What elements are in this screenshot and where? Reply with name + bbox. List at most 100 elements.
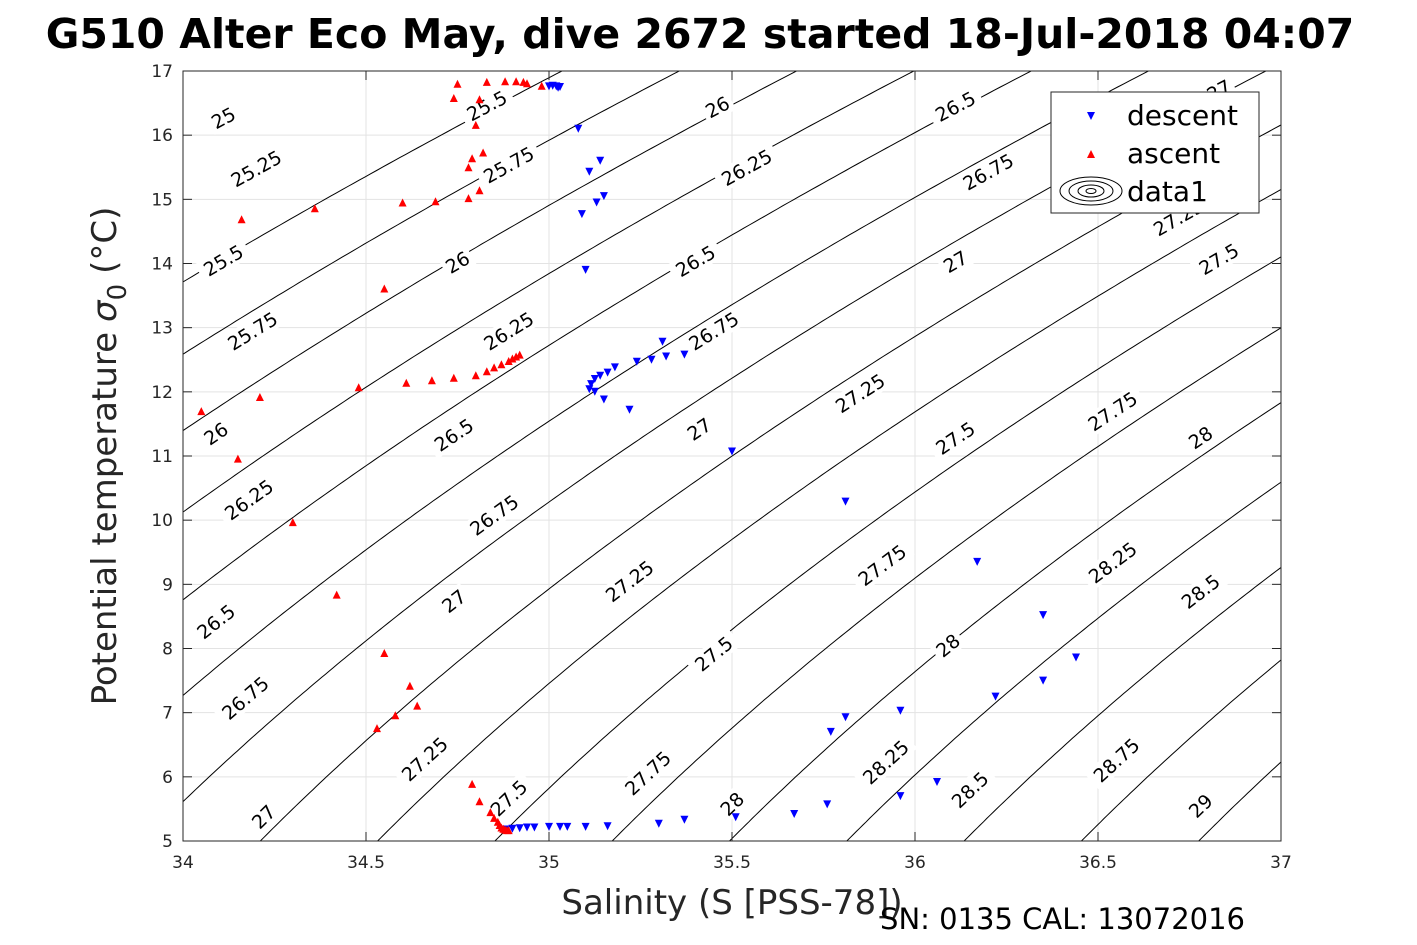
descent-point — [896, 706, 905, 715]
descent-point — [596, 156, 605, 165]
descent-point — [599, 395, 608, 404]
descent-point — [1039, 676, 1048, 685]
density-contours — [183, 42, 1417, 873]
legend-contour-label: data1 — [1127, 175, 1208, 208]
isopycnal-line — [183, 71, 563, 283]
legend-descent-marker — [1087, 112, 1095, 120]
x-tick-label: 37 — [1270, 853, 1292, 873]
y-axis-ticks: 5 6 7 8 9 10 11 12 13 14 15 16 17 — [151, 62, 1281, 852]
descent-point — [728, 447, 736, 456]
descent-point — [841, 713, 850, 722]
descent-point — [585, 385, 594, 394]
descent-point — [603, 368, 612, 377]
isopycnal-line — [183, 71, 1150, 697]
legend-contour-icon — [1059, 176, 1123, 206]
x-tick-label: 36 — [904, 853, 926, 873]
ascent-point — [373, 724, 381, 733]
descent-point — [973, 557, 982, 566]
descent-point — [680, 350, 689, 359]
descent-point — [610, 363, 619, 372]
contour-label-bg — [849, 536, 915, 594]
isopycnal-line — [611, 327, 1281, 841]
ascent-point — [471, 371, 480, 380]
contour-label-bg — [218, 304, 287, 358]
x-axis-ticks: 34 34.5 35 35.5 36 36.5 37 — [172, 71, 1292, 873]
isopycnal-line — [183, 71, 681, 355]
data-points — [197, 77, 1080, 835]
descent-point — [556, 83, 564, 91]
descent-point — [647, 355, 656, 364]
contour-label-bg — [954, 146, 1023, 198]
ascent-point — [475, 186, 484, 195]
contour-label-bg — [474, 139, 543, 191]
contour-label-bg — [926, 83, 985, 129]
descent-point — [590, 387, 599, 396]
isopycnal-line — [376, 188, 1281, 841]
ascent-point — [405, 681, 414, 690]
legend-ascent-marker — [1087, 150, 1095, 158]
y-tick-label: 16 — [151, 126, 173, 146]
descent-point — [731, 813, 740, 822]
descent-point — [574, 124, 583, 133]
descent-point — [654, 819, 663, 828]
descent-point — [596, 371, 605, 380]
x-tick-label: 34 — [172, 853, 194, 873]
isopycnal-line — [1080, 659, 1281, 841]
descent-point — [587, 380, 596, 389]
contour-label-bg — [928, 626, 967, 664]
legend-ascent-label: ascent — [1127, 137, 1220, 170]
ascent-point — [504, 826, 513, 835]
descent-point — [577, 210, 586, 219]
isopycnal-line — [963, 566, 1281, 841]
ascent-point — [413, 701, 422, 710]
descent-point — [991, 692, 1000, 701]
isopycnal-line — [846, 481, 1281, 841]
y-tick-label: 15 — [151, 190, 173, 210]
ascent-point — [504, 357, 513, 365]
ascent-point — [449, 373, 458, 382]
ascent-point — [468, 779, 477, 788]
y-tick-label: 10 — [151, 511, 173, 531]
ascent-point — [490, 813, 499, 822]
descent-point — [515, 824, 524, 833]
descent-point — [556, 822, 564, 831]
descent-point — [658, 337, 667, 346]
descent-point — [523, 823, 531, 832]
descent-point — [603, 822, 612, 831]
contour-label-bg — [481, 771, 536, 825]
x-tick-label: 35 — [538, 853, 560, 873]
contour-label-bg — [244, 797, 283, 836]
y-axis-label-symbol: σ — [85, 299, 125, 322]
descent-point — [841, 497, 850, 506]
descent-point — [592, 198, 601, 207]
ascent-point — [475, 95, 484, 104]
ascent-point — [482, 367, 491, 376]
y-tick-label: 6 — [162, 768, 173, 788]
contour-label-bg — [680, 304, 748, 358]
contour-label-bg — [1172, 566, 1229, 617]
isopycnal-line — [1285, 42, 1417, 873]
ascent-point — [497, 360, 506, 369]
ascent-point — [402, 378, 411, 387]
contour-label-bg — [713, 785, 751, 823]
contour-label-bg — [942, 763, 998, 817]
descent-point — [1072, 653, 1080, 662]
contour-label-bg — [1181, 787, 1220, 825]
descent-point — [933, 778, 941, 786]
contour-label-bg — [1079, 534, 1146, 591]
descent-point — [826, 727, 835, 736]
ascent-point — [354, 383, 363, 392]
y-tick-label: 14 — [151, 255, 173, 275]
ascent-point — [431, 197, 440, 206]
descent-point — [823, 800, 832, 809]
ascent-point — [512, 77, 521, 86]
ascent-point — [398, 198, 407, 207]
contour-label-bg — [1189, 235, 1248, 283]
contour-label-bg — [854, 731, 918, 793]
y-axis-label: Potential temperature σ0 (°C) — [85, 207, 133, 706]
descent-point — [563, 822, 572, 831]
ascent-point — [427, 376, 436, 385]
ascent-point — [479, 148, 488, 157]
y-tick-label: 9 — [162, 575, 173, 595]
